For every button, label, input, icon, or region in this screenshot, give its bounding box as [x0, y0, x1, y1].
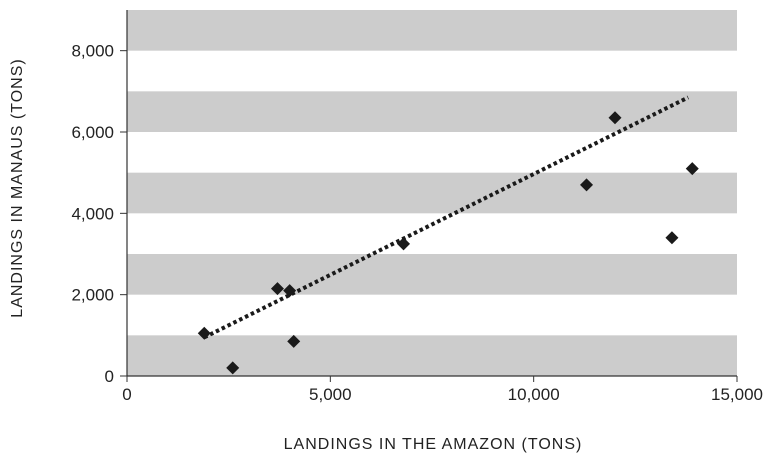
y-tick-label: 6,000	[71, 123, 114, 142]
data-points	[197, 111, 699, 375]
background-band-2	[127, 172, 737, 214]
y-tick-label: 4,000	[71, 204, 114, 223]
y-tick-label: 0	[105, 367, 114, 386]
data-point	[283, 284, 297, 298]
x-axis-title: LANDINGS IN THE AMAZON (TONS)	[284, 436, 583, 453]
y-tick-label: 2,000	[71, 286, 114, 305]
trendline	[203, 95, 690, 340]
data-point	[270, 282, 284, 296]
y-tick-label: 8,000	[71, 42, 114, 61]
y-axis-title: LANDINGS IN MANAUS (TONS)	[9, 58, 26, 317]
background-band-3	[127, 91, 737, 132]
background-band-4	[127, 10, 737, 51]
x-tick-label: 0	[122, 385, 131, 404]
data-point	[608, 111, 622, 125]
tick-labels: 0 2,000 4,000 6,000 8,000 0 5,000 10,000 15,000	[71, 42, 763, 404]
axes	[120, 10, 738, 382]
data-point	[685, 162, 699, 176]
data-point	[580, 178, 594, 192]
data-point	[197, 326, 211, 340]
background-band-0	[127, 335, 737, 376]
x-tick-label: 10,000	[508, 385, 560, 404]
data-point	[287, 334, 301, 348]
background-band-1	[127, 254, 737, 295]
data-point	[665, 231, 679, 245]
data-point	[226, 361, 240, 375]
background-bands	[127, 10, 737, 376]
data-point	[397, 237, 411, 251]
trendline-group	[203, 95, 690, 340]
x-tick-label: 15,000	[711, 385, 763, 404]
x-tick-label: 5,000	[309, 385, 352, 404]
